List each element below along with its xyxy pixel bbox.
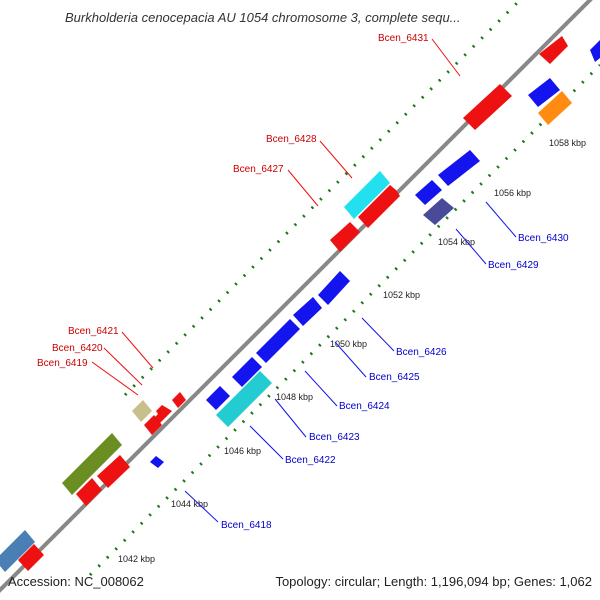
leader-lines-reverse — [184, 201, 517, 523]
tick-label-1042: 1042 kbp — [118, 554, 155, 564]
gene-label-bcen-6421: Bcen_6421 — [68, 326, 119, 337]
gene-label-bcen-6425: Bcen_6425 — [369, 372, 420, 383]
gene-block — [76, 478, 102, 506]
gene-label-bcen-6428: Bcen_6428 — [266, 134, 317, 145]
tick-label-1046: 1046 kbp — [224, 446, 261, 456]
gene-bcen-6427 — [330, 222, 360, 252]
gene-label-bcen-6429: Bcen_6429 — [488, 260, 539, 271]
gene-bcen-6421 — [172, 392, 186, 408]
gene-track-inner — [0, 40, 600, 572]
gene-bcen-6423 — [206, 386, 230, 410]
gene-label-bcen-6431: Bcen_6431 — [378, 33, 429, 44]
gene-label-bcen-6419: Bcen_6419 — [37, 358, 88, 369]
gene-block — [62, 433, 122, 495]
gene-bcen-6430 — [438, 150, 480, 186]
gene-label-bcen-6427: Bcen_6427 — [233, 164, 284, 175]
gene-block — [0, 530, 35, 572]
gene-label-bcen-6420: Bcen_6420 — [52, 343, 103, 354]
gene-bcen-6426 — [293, 297, 322, 326]
gene-block — [463, 84, 512, 130]
inner-tick-line — [88, 63, 600, 577]
gene-block — [97, 455, 130, 488]
tick-label-1048: 1048 kbp — [276, 392, 313, 402]
tick-label-1054: 1054 kbp — [438, 237, 475, 247]
gene-block — [144, 415, 162, 435]
gene-block — [318, 271, 350, 305]
gene-block — [538, 91, 572, 125]
gene-block — [528, 78, 560, 107]
gene-bcen-6424 — [232, 357, 262, 387]
map-title: Burkholderia cenocepacia AU 1054 chromos… — [65, 10, 461, 25]
gene-label-bcen-6422: Bcen_6422 — [285, 455, 336, 466]
gene-label-bcen-6423: Bcen_6423 — [309, 432, 360, 443]
tick-label-1056: 1056 kbp — [494, 188, 531, 198]
gene-bcen-6431 — [539, 36, 568, 64]
gene-label-bcen-6424: Bcen_6424 — [339, 401, 390, 412]
summary-text: Topology: circular; Length: 1,196,094 bp… — [275, 574, 592, 589]
gene-bcen-6425 — [256, 319, 300, 363]
gene-bcen-6419 — [132, 400, 152, 422]
gene-track-outer — [18, 36, 568, 571]
gene-block — [18, 544, 44, 571]
gene-bcen-6420 — [152, 405, 172, 423]
gene-block — [415, 180, 442, 205]
accession-text: Accession: NC_008062 — [8, 574, 144, 589]
leader-lines-forward — [91, 38, 461, 396]
gene-label-bcen-6430: Bcen_6430 — [518, 233, 569, 244]
gene-label-bcen-6426: Bcen_6426 — [396, 347, 447, 358]
tick-label-1058: 1058 kbp — [549, 138, 586, 148]
gene-block — [590, 40, 600, 62]
tick-label-1052: 1052 kbp — [383, 290, 420, 300]
outer-tick-line — [123, 0, 523, 397]
gene-bcen-6429 — [423, 198, 454, 225]
tick-label-1044: 1044 kbp — [171, 499, 208, 509]
gene-bcen-6422 — [216, 371, 272, 427]
gene-bcen-6428 — [344, 171, 390, 219]
tick-label-1050: 1050 kbp — [330, 339, 367, 349]
gene-bcen-6418 — [150, 456, 164, 468]
gene-block — [358, 185, 400, 228]
gene-label-bcen-6418: Bcen_6418 — [221, 520, 272, 531]
